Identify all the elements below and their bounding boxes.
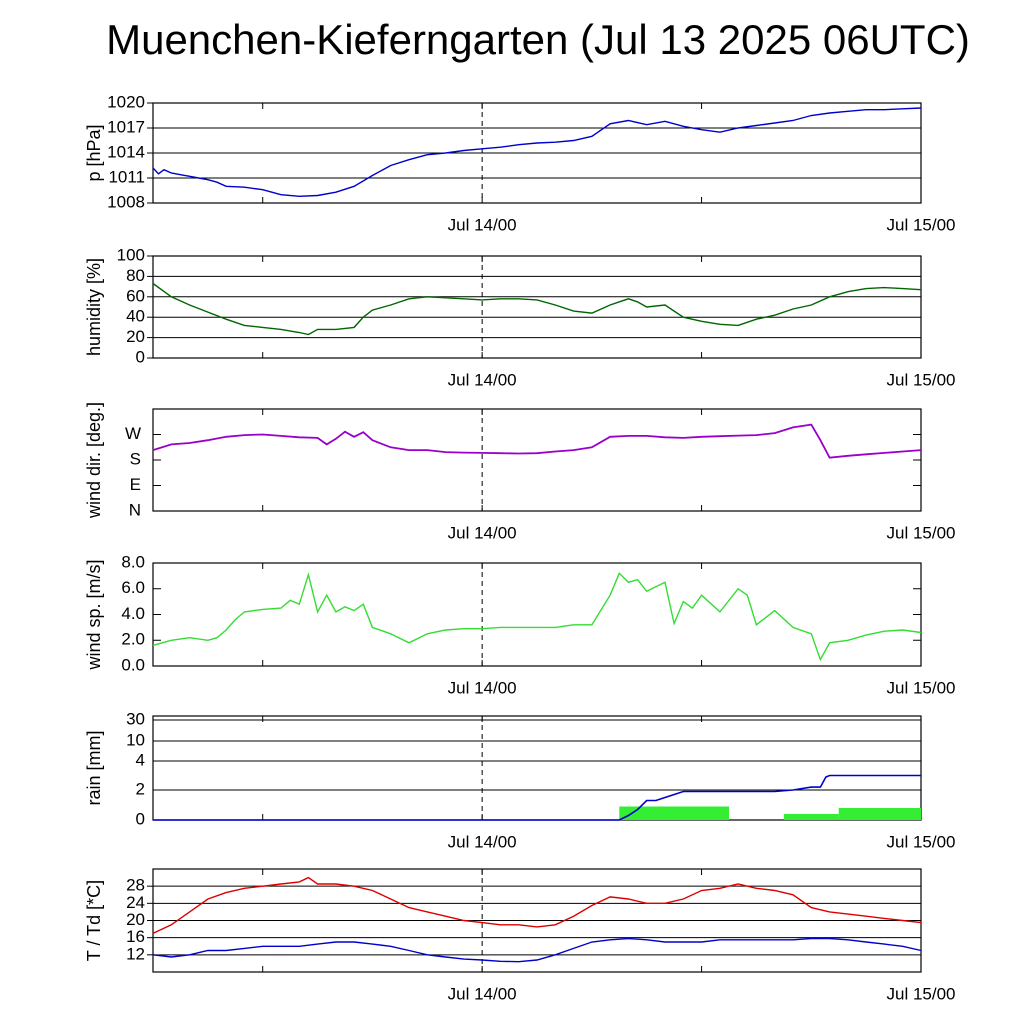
y-tick-label: 20 bbox=[126, 910, 145, 929]
y-axis-label: wind sp. [m/s] bbox=[84, 559, 104, 670]
plot-frame bbox=[152, 408, 922, 512]
y-tick-label: 1008 bbox=[107, 192, 145, 211]
y-tick-label: 4 bbox=[136, 750, 145, 769]
y-tick-label: 1011 bbox=[108, 167, 145, 186]
y-tick-label: 20 bbox=[126, 327, 145, 346]
y-tick-label: 1020 bbox=[107, 92, 145, 111]
y-tick-label: 12 bbox=[126, 944, 145, 963]
y-tick-label: 1014 bbox=[107, 142, 145, 161]
y-tick-label: 2 bbox=[136, 779, 145, 798]
y-tick-label: 0 bbox=[136, 347, 145, 366]
rain-cumulative-line bbox=[153, 774, 921, 821]
rain-bar bbox=[838, 808, 921, 820]
y-tick-label: 8.0 bbox=[121, 552, 145, 571]
x-tick-label: Jul 14/00 bbox=[448, 370, 517, 389]
pressure-series-line bbox=[152, 107, 922, 198]
plot-frame bbox=[152, 562, 922, 667]
y-tick-label: S bbox=[130, 449, 141, 468]
x-tick-label: Jul 14/00 bbox=[448, 984, 517, 1003]
y-tick-label: E bbox=[130, 475, 141, 494]
y-tick-label: 10 bbox=[126, 730, 145, 749]
rain-bar bbox=[783, 814, 839, 820]
y-axis-label: p [hPa] bbox=[84, 124, 104, 181]
y-tick-label: 60 bbox=[126, 286, 145, 305]
humidity-series-line bbox=[152, 282, 922, 336]
y-tick-label: 6.0 bbox=[121, 578, 145, 597]
y-axis-label: T / Td [*C] bbox=[84, 880, 104, 961]
x-tick-label: Jul 14/00 bbox=[448, 678, 517, 697]
x-tick-label: Jul 15/00 bbox=[887, 832, 956, 851]
page-title: Muenchen-Kieferngarten (Jul 13 2025 06UT… bbox=[106, 16, 970, 63]
y-tick-label: 2.0 bbox=[121, 630, 145, 649]
x-tick-label: Jul 15/00 bbox=[887, 370, 956, 389]
y-axis-label: rain [mm] bbox=[84, 730, 104, 805]
y-tick-label: 100 bbox=[117, 245, 145, 264]
y-tick-label: 1017 bbox=[107, 117, 145, 136]
rain-bar bbox=[619, 806, 729, 820]
y-tick-label: 80 bbox=[126, 266, 145, 285]
y-tick-label: 16 bbox=[126, 927, 145, 946]
y-tick-label: N bbox=[129, 500, 141, 519]
temperature-series-line bbox=[152, 876, 922, 935]
y-tick-label: 40 bbox=[126, 307, 145, 326]
wind-speed-series-line bbox=[152, 571, 922, 662]
y-axis-label: humidity [%] bbox=[84, 258, 104, 356]
dewpoint-series-line bbox=[152, 937, 922, 963]
x-tick-label: Jul 15/00 bbox=[887, 523, 956, 542]
x-tick-label: Jul 14/00 bbox=[448, 832, 517, 851]
x-tick-label: Jul 15/00 bbox=[887, 678, 956, 697]
y-tick-label: 28 bbox=[126, 876, 145, 895]
plot-frame bbox=[152, 255, 922, 359]
y-axis-label: wind dir. [deg.] bbox=[84, 402, 104, 519]
y-tick-label: 4.0 bbox=[121, 604, 145, 623]
x-tick-label: Jul 14/00 bbox=[448, 215, 517, 234]
y-tick-label: W bbox=[125, 424, 141, 443]
y-tick-label: 30 bbox=[126, 709, 145, 728]
y-tick-label: 0 bbox=[136, 809, 145, 828]
y-tick-label: 24 bbox=[126, 893, 145, 912]
y-tick-label: 0.0 bbox=[121, 655, 145, 674]
wind-direction-series-line bbox=[152, 423, 922, 459]
x-tick-label: Jul 14/00 bbox=[448, 523, 517, 542]
plot-frame bbox=[152, 715, 922, 821]
x-tick-label: Jul 15/00 bbox=[887, 215, 956, 234]
x-tick-label: Jul 15/00 bbox=[887, 984, 956, 1003]
